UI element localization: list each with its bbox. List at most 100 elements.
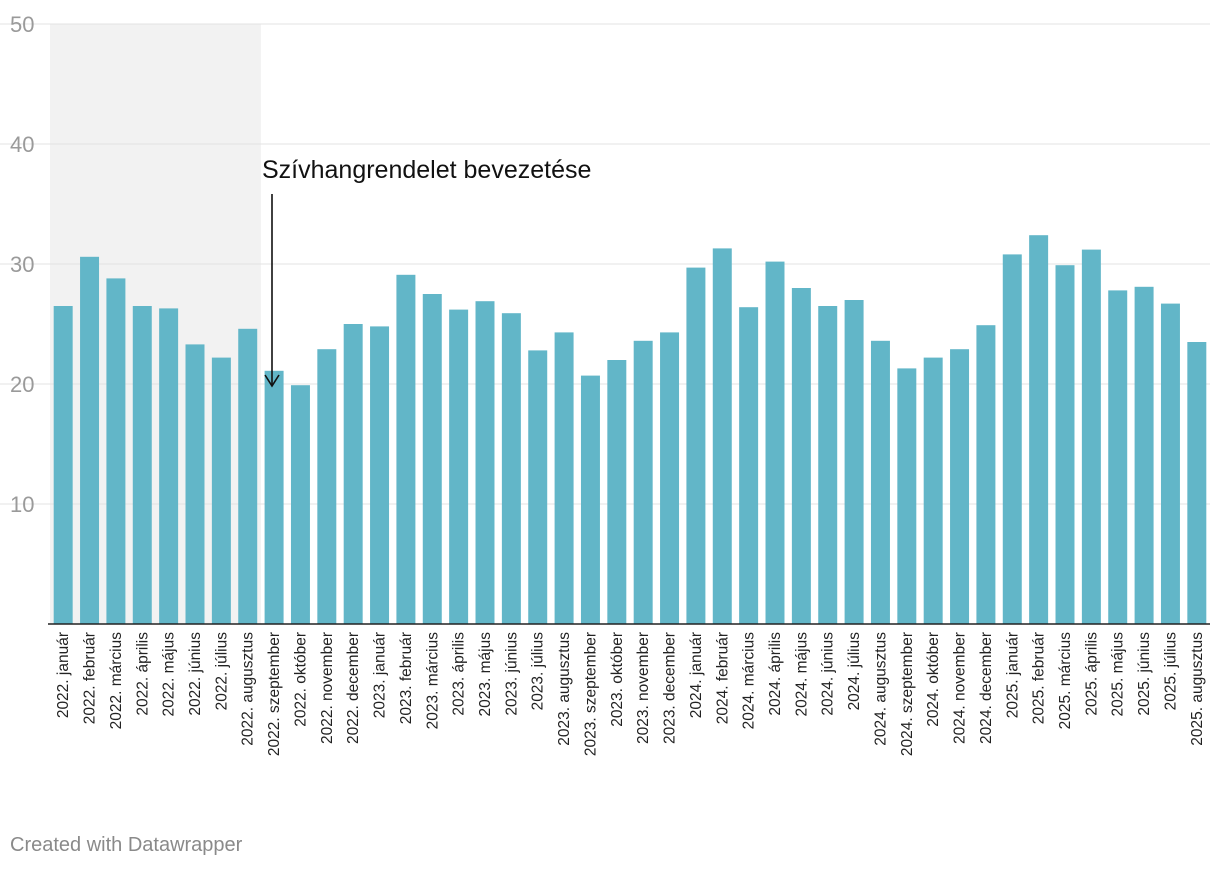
x-tick-label: 2023. április (451, 632, 468, 716)
x-tick-label: 2023. július (530, 632, 547, 711)
y-tick-label: 40 (10, 132, 34, 157)
x-tick-label: 2024. november (952, 632, 969, 744)
x-tick-label: 2023. november (635, 632, 652, 744)
x-tick-label: 2024. szeptember (899, 632, 916, 756)
bar (950, 349, 970, 624)
x-tick-label: 2024. május (793, 632, 810, 717)
x-tick-label: 2024. június (820, 632, 837, 716)
bars (53, 235, 1207, 624)
x-tick-label: 2025. április (1083, 632, 1100, 716)
annotation-layer: Szívhangrendelet bevezetése (262, 156, 591, 388)
x-tick-label: 2023. október (609, 632, 626, 727)
bar (1055, 265, 1075, 624)
annotation-text: Szívhangrendelet bevezetése (262, 156, 591, 184)
y-tick-label: 20 (10, 372, 34, 397)
bar (317, 349, 337, 624)
bar (185, 344, 205, 624)
bar (1002, 254, 1022, 624)
bar (633, 340, 653, 624)
bar (765, 261, 785, 624)
x-tick-label: 2023. december (662, 632, 679, 744)
x-tick-label: 2025. június (1136, 632, 1153, 716)
bar (712, 248, 732, 624)
bar (211, 357, 231, 624)
x-tick-label: 2022. szeptember (266, 632, 283, 756)
x-tick-label: 2022. március (108, 632, 125, 730)
x-tick-label: 2022. július (213, 632, 230, 711)
bar (449, 309, 469, 624)
bar (554, 332, 574, 624)
bar (844, 300, 864, 624)
bar (818, 306, 838, 624)
bar (501, 313, 521, 624)
y-tick-label: 10 (10, 492, 34, 517)
x-tick-label: 2023. június (503, 632, 520, 716)
x-axis-ticks: 2022. január 2022. február 2022. március 20… (55, 632, 1206, 756)
x-tick-label: 2023. szeptember (582, 632, 599, 756)
x-tick-label: 2022. február (82, 632, 99, 724)
annotation-arrowhead-icon (264, 374, 280, 388)
bar (580, 375, 600, 624)
x-tick-label: 2022. november (319, 632, 336, 744)
x-tick-label: 2024. október (925, 632, 942, 727)
x-tick-label: 2024. január (688, 632, 705, 718)
x-tick-label: 2022. május (161, 632, 178, 717)
x-tick-label: 2023. február (398, 632, 415, 724)
bar (686, 267, 706, 624)
x-tick-label: 2023. március (424, 632, 441, 730)
bar (53, 306, 73, 624)
x-tick-label: 2025. március (1057, 632, 1074, 730)
bar (80, 256, 100, 624)
bar (1081, 249, 1101, 624)
bar (791, 288, 811, 624)
x-tick-label: 2023. május (477, 632, 494, 717)
x-tick-label: 2022. augusztus (240, 632, 257, 746)
bar (660, 332, 680, 624)
bar (870, 340, 890, 624)
bar (132, 306, 152, 624)
x-tick-label: 2024. március (741, 632, 758, 730)
x-tick-label: 2025. július (1162, 632, 1179, 711)
bar (370, 326, 390, 624)
bar (290, 385, 310, 624)
bar (1108, 290, 1128, 624)
x-tick-label: 2024. december (978, 632, 995, 744)
bar (396, 274, 416, 624)
bar (159, 308, 179, 624)
bar (264, 370, 284, 624)
bar (475, 301, 495, 624)
x-tick-label: 2025. január (1004, 632, 1021, 718)
bar (1187, 342, 1207, 624)
bar (1134, 286, 1154, 624)
x-tick-label: 2022. április (134, 632, 151, 716)
bar (106, 278, 126, 624)
bar (607, 360, 627, 624)
x-tick-label: 2024. július (846, 632, 863, 711)
x-tick-label: 2022. január (55, 632, 72, 718)
bar (1029, 235, 1049, 624)
bar (976, 325, 996, 624)
footer-credit: Created with Datawrapper (10, 834, 243, 856)
bar (897, 368, 917, 624)
x-tick-label: 2022. október (292, 632, 309, 727)
x-tick-label: 2024. augusztus (872, 632, 889, 746)
x-tick-label: 2023. augusztus (556, 632, 573, 746)
bar (422, 294, 442, 624)
x-tick-label: 2025. augusztus (1189, 632, 1206, 746)
bar (739, 307, 759, 624)
bar (528, 350, 548, 624)
y-tick-label: 50 (10, 12, 34, 37)
x-tick-label: 2023. január (372, 632, 389, 718)
bar (238, 328, 258, 624)
x-tick-label: 2024. február (714, 632, 731, 724)
x-tick-label: 2022. december (345, 632, 362, 744)
bar (1160, 303, 1180, 624)
x-tick-label: 2025. május (1110, 632, 1127, 717)
bar (343, 324, 363, 624)
x-tick-label: 2022. június (187, 632, 204, 716)
x-tick-label: 2025. február (1031, 632, 1048, 724)
x-tick-label: 2024. április (767, 632, 784, 716)
y-tick-label: 30 (10, 252, 34, 277)
bar (923, 357, 943, 624)
